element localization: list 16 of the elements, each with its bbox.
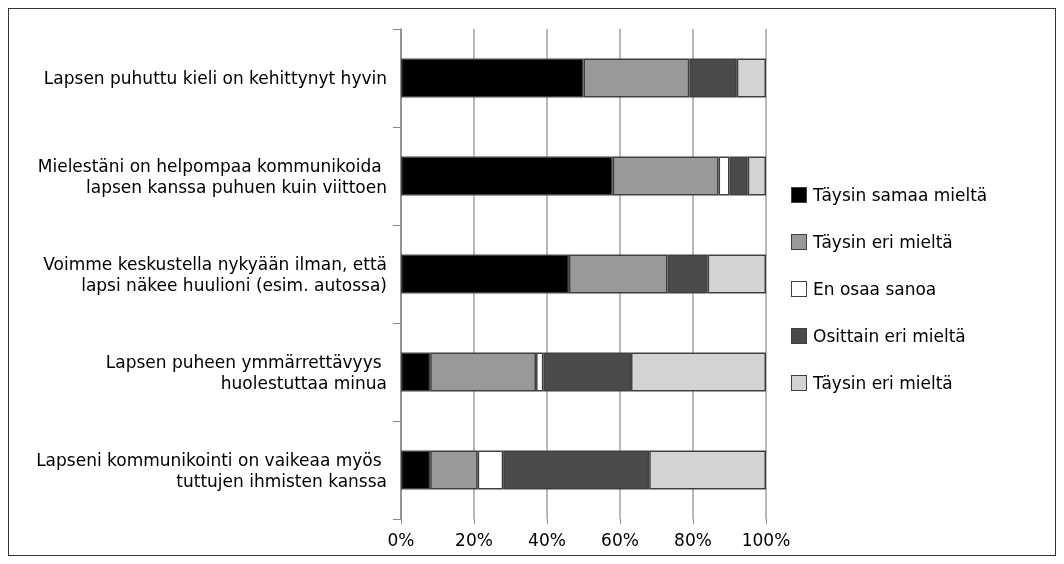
x-tick-label: 20%	[455, 529, 493, 550]
x-tick-label: 40%	[528, 529, 566, 550]
legend-label: En osaa sanoa	[813, 278, 937, 299]
legend-label: Täysin eri mieltä	[813, 231, 953, 252]
x-tick-label: 80%	[674, 529, 712, 550]
legend-label: Täysin samaa mieltä	[813, 184, 988, 205]
y-tick-label: Lapsen puhuttu kieli on kehittynyt hyvin	[43, 68, 387, 88]
legend-label: Täysin eri mieltä	[813, 372, 953, 393]
x-tick-label: 0%	[387, 529, 415, 550]
y-tick-label: Voimme keskustella nykyään ilman, että lapsi näkee huulioni (esim. autossa)	[43, 253, 387, 295]
y-tick-label: Mielestäni on helpompaa kommunikoida lapsen kanssa puhuen kuin viittoen	[37, 155, 387, 197]
x-tick-label: 100%	[741, 529, 791, 550]
y-tick-label: Lapseni kommunikointi on vaikeaa myös tuttujen ihmisten kanssa	[36, 449, 387, 491]
y-tick-label: Lapsen puheen ymmärrettävyys huolestuttaa minua	[105, 351, 387, 393]
x-tick-label: 60%	[601, 529, 639, 550]
legend-label: Osittain eri mieltä	[813, 325, 966, 346]
